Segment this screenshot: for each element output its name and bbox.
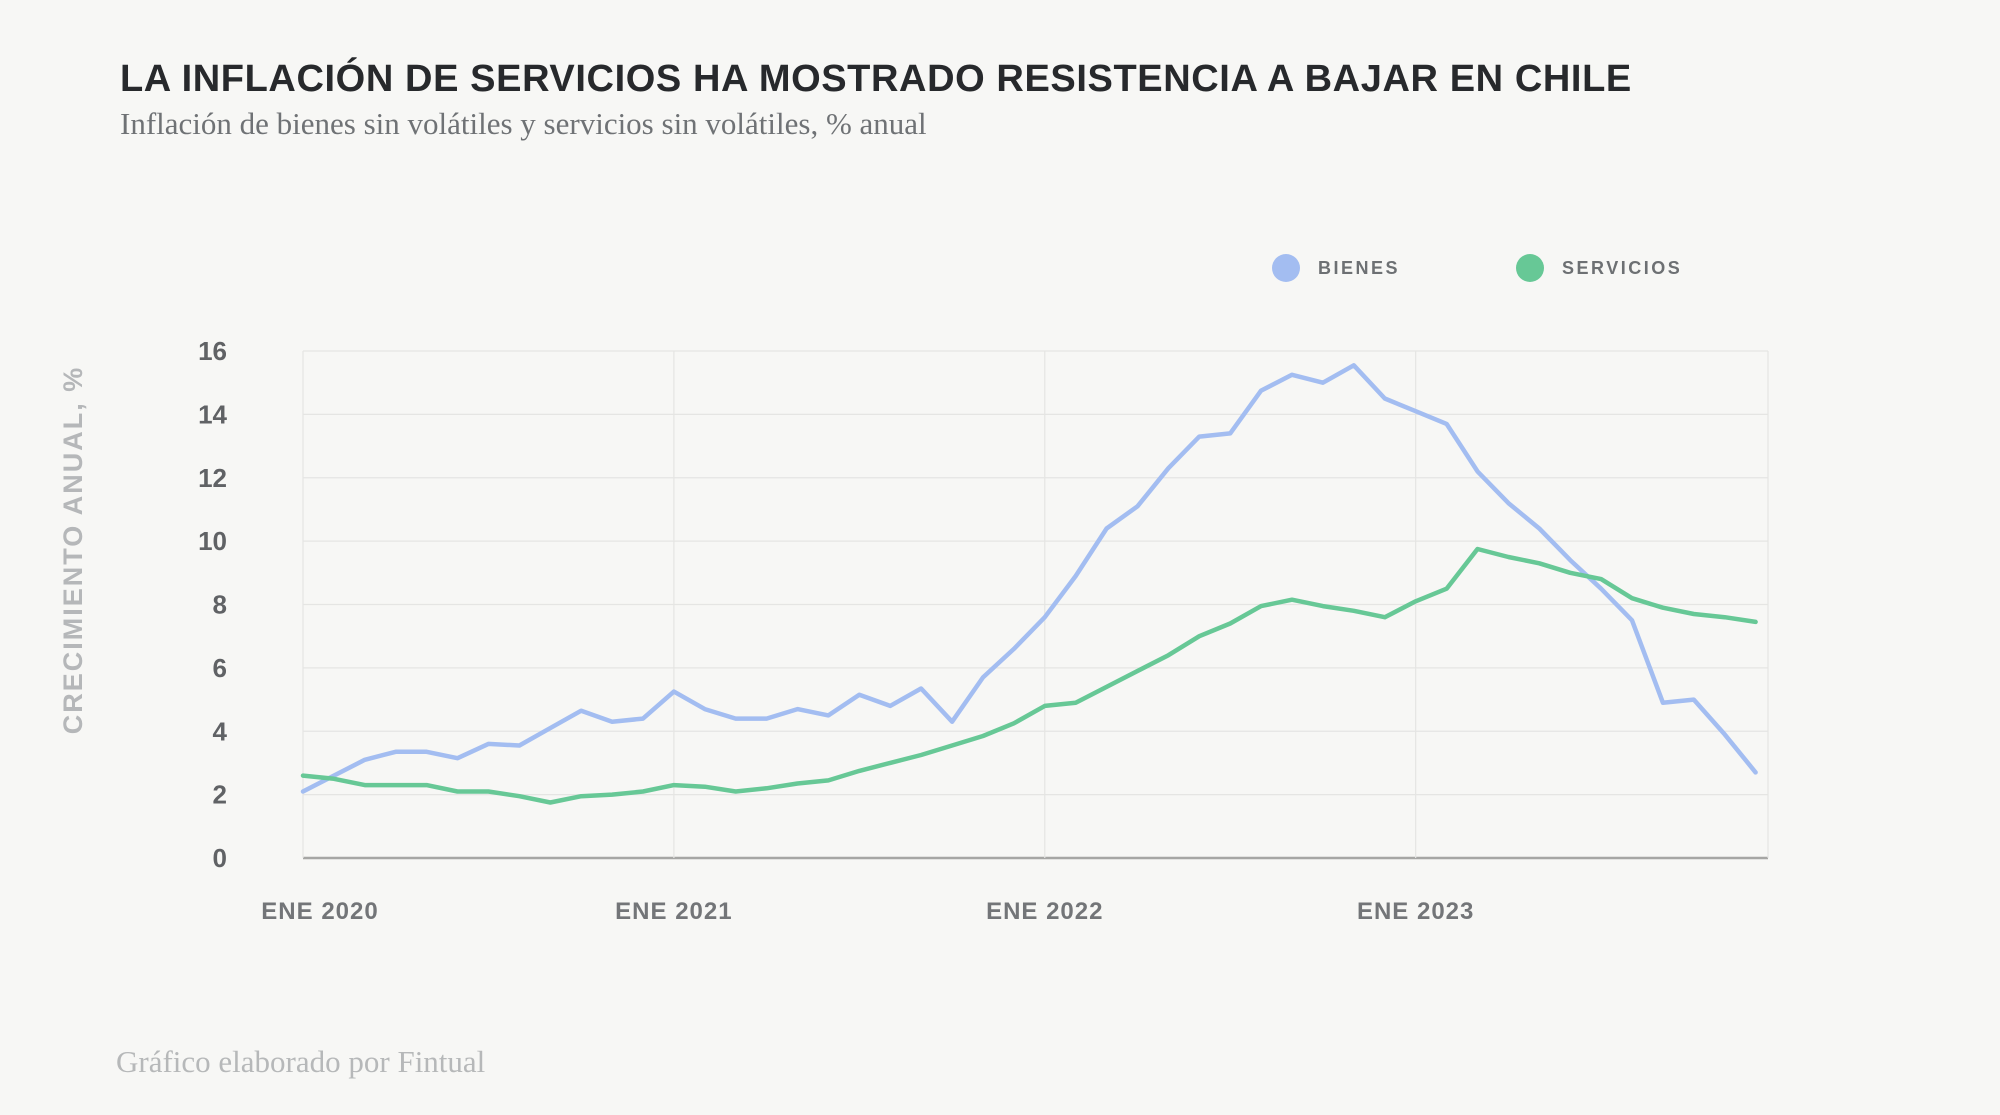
bienes-series-swatch-icon [1272,254,1300,282]
x-tick-label: ENE 2021 [615,898,732,925]
legend: BIENES SERVICIOS [1272,254,1682,282]
legend-item-servicios: SERVICIOS [1516,254,1682,282]
x-tick-label: ENE 2020 [261,898,378,925]
y-tick-label: 12 [198,463,227,493]
y-tick-label: 8 [213,590,227,620]
y-tick-label: 0 [213,843,227,873]
chart-subtitle: Inflación de bienes sin volátiles y serv… [120,106,927,141]
servicios-series-swatch-icon [1516,254,1545,282]
y-tick-label: 14 [198,399,227,429]
footer-credit: Gráfico elaborado por Fintual [116,1044,486,1079]
y-axis-title: CRECIMIENTO ANUAL, % [58,366,88,735]
series-line-servicios [300,546,1758,805]
y-tick-label: 16 [198,336,227,366]
legend-label-servicios: SERVICIOS [1562,257,1683,278]
x-tick-label: ENE 2023 [1357,898,1474,925]
legend-label-bienes: BIENES [1318,257,1401,278]
y-tick-label: 10 [198,526,227,556]
y-tick-label: 6 [213,653,227,683]
chart-title: LA INFLACIÓN DE SERVICIOS HA MOSTRADO RE… [120,58,1632,100]
legend-item-bienes: BIENES [1272,254,1400,282]
series-line-bienes [300,363,1758,794]
x-tick-label: ENE 2022 [986,898,1103,925]
y-tick-label: 4 [213,716,228,746]
y-tick-label: 2 [213,780,227,810]
